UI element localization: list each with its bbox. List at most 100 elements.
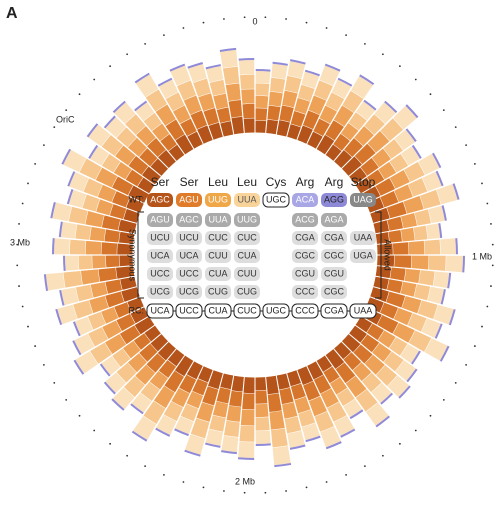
ring-tip (255, 443, 271, 446)
ring-band (242, 103, 255, 119)
ring-band (89, 226, 106, 242)
codon-box (292, 213, 318, 227)
tick-dot (363, 42, 366, 45)
ring-band (174, 355, 194, 377)
ring-tip (86, 123, 99, 138)
ring-tip (237, 457, 255, 460)
ring-band (433, 304, 454, 325)
codon-box (292, 267, 318, 281)
ring-tip (380, 392, 394, 405)
ring-band (105, 279, 123, 294)
ring-band (313, 80, 333, 101)
ring-band (387, 216, 404, 231)
ring-segment (238, 58, 255, 133)
ring-band (101, 153, 121, 173)
codon-box (147, 193, 173, 207)
ring-band (209, 415, 226, 432)
ring-band (179, 374, 197, 394)
ring-band (354, 143, 376, 165)
codon: CCC (295, 286, 315, 296)
ring-band (105, 333, 127, 355)
codon: AGU (150, 214, 170, 224)
tick-dot (16, 264, 19, 267)
ring-tip (221, 450, 237, 455)
ring-band (345, 375, 367, 398)
ring-band (298, 409, 316, 427)
ring-band (69, 172, 89, 192)
ring-band (287, 430, 305, 448)
tick-dot (325, 481, 328, 483)
codon-box (262, 192, 290, 208)
ring-band (356, 101, 376, 121)
ring-band (156, 414, 177, 436)
ring-band (241, 89, 255, 104)
ring-band (134, 316, 155, 335)
ring-band (119, 325, 141, 345)
ring-band (343, 398, 363, 418)
codon-box (176, 231, 202, 245)
ring-band (394, 184, 413, 202)
codon: UCA (179, 250, 198, 260)
ring-band (141, 166, 161, 185)
ring-band (172, 105, 191, 124)
ring-tip (272, 61, 288, 66)
ring-band (374, 102, 396, 124)
tick-dot (442, 398, 445, 401)
codon-box (350, 193, 376, 207)
ring-band (124, 376, 145, 398)
axis-label: 1 Mb (472, 251, 492, 261)
ring-band (112, 176, 134, 196)
ring-band (128, 185, 149, 203)
codon: UCC (179, 305, 199, 315)
ring-band (255, 95, 269, 109)
ring-band (376, 365, 398, 386)
ring-tip (88, 144, 99, 159)
ring-band (362, 372, 382, 393)
ring-band (276, 120, 290, 137)
group-label: Synonymous (128, 229, 138, 282)
ring-band (95, 167, 118, 188)
tick-dot (325, 27, 328, 29)
codon: CUA (237, 250, 256, 260)
codon: AGC (150, 194, 170, 204)
ring-segment (131, 355, 194, 442)
ring-tip (440, 289, 446, 305)
ring-band (101, 215, 121, 231)
codon: UCC (179, 268, 199, 278)
tick-dot (285, 18, 287, 20)
ring-band (386, 291, 406, 308)
ring-tip (131, 430, 148, 442)
codon: UUG (208, 194, 228, 204)
ring-band (342, 90, 364, 113)
ring-band (222, 66, 240, 85)
ring-band (143, 400, 166, 425)
ring-tip (363, 99, 377, 111)
ring-band (341, 156, 362, 176)
codon-box (292, 193, 318, 207)
codon-box (321, 285, 347, 299)
ring-tip (157, 77, 173, 87)
codon: UCG (179, 286, 199, 296)
ring-band (130, 307, 149, 324)
ring-band (255, 430, 271, 444)
ring-band (116, 127, 137, 148)
ring-band (316, 355, 333, 372)
tick-dot (345, 34, 347, 37)
ring-band (97, 184, 117, 203)
ring-band (319, 105, 338, 124)
ring-band (267, 393, 282, 412)
ring-tip (375, 415, 390, 428)
ring-band (316, 134, 335, 155)
ring-tip (304, 69, 320, 77)
codon: CUC (237, 232, 257, 242)
codon-box (176, 213, 202, 227)
codon-box (205, 285, 231, 299)
ring-segment (276, 59, 306, 137)
tick-dot (42, 363, 45, 366)
tick-dot (442, 109, 445, 112)
ring-band (75, 351, 98, 374)
ring-band (366, 169, 385, 187)
codon: ACG (295, 214, 315, 224)
ring-band (119, 255, 133, 267)
